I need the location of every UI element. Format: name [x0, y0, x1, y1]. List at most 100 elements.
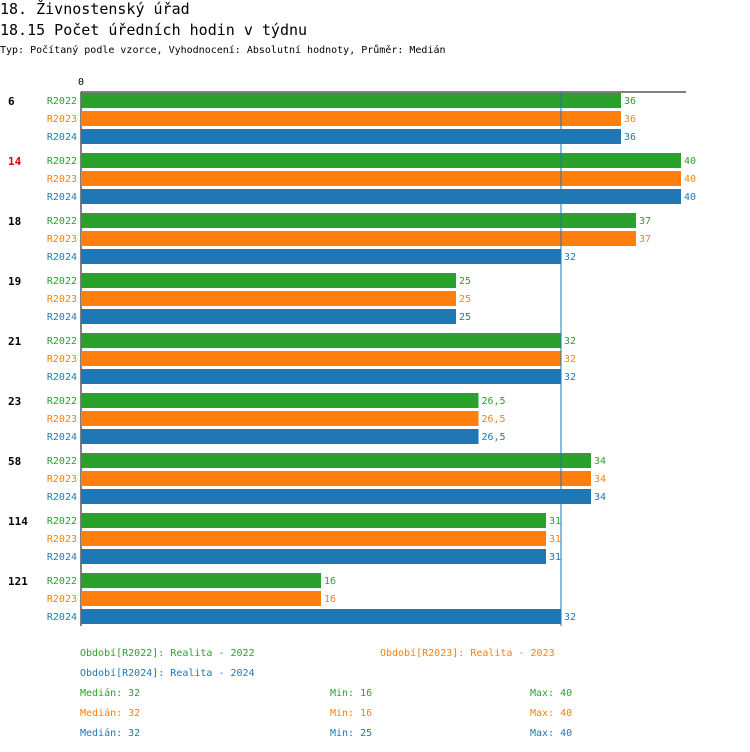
- group-label: 18: [8, 215, 21, 228]
- stat-min-r2023: Min: 16: [330, 708, 373, 719]
- group-label: 21: [8, 335, 22, 348]
- series-label: R2024: [47, 372, 77, 383]
- series-label: R2024: [47, 192, 77, 203]
- stat-max-r2024: Max: 40: [530, 728, 573, 739]
- data-label: 40: [684, 192, 696, 203]
- stat-median-r2022: Medián: 32: [80, 688, 141, 699]
- data-label: 26,5: [482, 414, 506, 425]
- bar: [81, 393, 479, 408]
- bar: [81, 171, 681, 186]
- series-label: R2022: [47, 516, 77, 527]
- series-label: R2023: [47, 474, 77, 485]
- data-label: 34: [594, 456, 606, 467]
- stat-max-r2023: Max: 40: [530, 708, 573, 719]
- chart-subtitle: 18.15 Počet úředních hodin v týdnu: [0, 21, 308, 39]
- data-label: 36: [624, 96, 636, 107]
- data-label: 34: [594, 492, 606, 503]
- bar: [81, 453, 591, 468]
- bar: [81, 609, 561, 624]
- series-label: R2024: [47, 312, 77, 323]
- bar-chart: 0 6 R2022 36 R2023 36 R2024 36 14 R2022 40 R2023 40 R…: [8, 77, 696, 626]
- bar: [81, 273, 456, 288]
- data-label: 36: [624, 132, 636, 143]
- data-label: 32: [564, 336, 576, 347]
- data-label: 16: [324, 594, 336, 605]
- series-label: R2024: [47, 252, 77, 263]
- data-label: 32: [564, 372, 576, 383]
- bar: [81, 129, 621, 144]
- data-label: 40: [684, 174, 696, 185]
- data-label: 40: [684, 156, 696, 167]
- data-label: 32: [564, 612, 576, 623]
- series-label: R2024: [47, 612, 77, 623]
- bar: [81, 153, 681, 168]
- bar: [81, 549, 546, 564]
- data-label: 26,5: [482, 432, 506, 443]
- series-label: R2022: [47, 96, 77, 107]
- stat-max-r2022: Max: 40: [530, 688, 573, 699]
- data-label: 37: [639, 216, 651, 227]
- bar: [81, 213, 636, 228]
- stat-median-r2024: Medián: 32: [80, 728, 141, 739]
- bar: [81, 333, 561, 348]
- series-label: R2022: [47, 576, 77, 587]
- bar: [81, 411, 479, 426]
- bar: [81, 231, 636, 246]
- bar: [81, 369, 561, 384]
- series-label: R2022: [47, 156, 77, 167]
- group-label: 114: [8, 515, 28, 528]
- axis-zero-label: 0: [78, 77, 84, 88]
- series-label: R2024: [47, 432, 77, 443]
- bar: [81, 291, 456, 306]
- series-label: R2023: [47, 414, 77, 425]
- series-label: R2022: [47, 456, 77, 467]
- bar: [81, 111, 621, 126]
- bar: [81, 93, 621, 108]
- legend-period-r2024: Období[R2024]: Realita - 2024: [80, 668, 255, 679]
- data-label: 25: [459, 276, 471, 287]
- stat-median-r2023: Medián: 32: [80, 708, 141, 719]
- legend-period-r2022: Období[R2022]: Realita - 2022: [80, 648, 255, 659]
- bar: [81, 471, 591, 486]
- group-label: 23: [8, 395, 21, 408]
- group-label: 14: [8, 155, 22, 168]
- series-label: R2024: [47, 132, 77, 143]
- series-label: R2024: [47, 492, 77, 503]
- bar: [81, 351, 561, 366]
- series-label: R2023: [47, 594, 77, 605]
- series-label: R2024: [47, 552, 77, 563]
- stat-min-r2024: Min: 25: [330, 728, 373, 739]
- data-label: 36: [624, 114, 636, 125]
- data-label: 32: [564, 252, 576, 263]
- data-label: 25: [459, 312, 471, 323]
- bar: [81, 429, 479, 444]
- series-label: R2022: [47, 396, 77, 407]
- stat-min-r2022: Min: 16: [330, 688, 373, 699]
- series-label: R2022: [47, 336, 77, 347]
- bar: [81, 189, 681, 204]
- series-label: R2022: [47, 216, 77, 227]
- series-label: R2023: [47, 534, 77, 545]
- data-label: 34: [594, 474, 606, 485]
- data-label: 31: [549, 534, 561, 545]
- bar: [81, 513, 546, 528]
- data-label: 16: [324, 576, 336, 587]
- chart-description: Typ: Počítaný podle vzorce, Vyhodnocení:…: [0, 45, 446, 56]
- data-label: 25: [459, 294, 471, 305]
- bar: [81, 249, 561, 264]
- data-label: 26,5: [482, 396, 506, 407]
- group-label: 6: [8, 95, 15, 108]
- series-label: R2023: [47, 294, 77, 305]
- legend-period-r2023: Období[R2023]: Realita - 2023: [380, 648, 555, 659]
- data-label: 37: [639, 234, 651, 245]
- series-label: R2023: [47, 114, 77, 125]
- data-label: 32: [564, 354, 576, 365]
- chart-title: 18. Živnostenský úřad: [0, 0, 190, 18]
- data-label: 31: [549, 552, 561, 563]
- series-label: R2022: [47, 276, 77, 287]
- data-label: 31: [549, 516, 561, 527]
- group-label: 121: [8, 575, 28, 588]
- series-label: R2023: [47, 234, 77, 245]
- bar: [81, 573, 321, 588]
- series-label: R2023: [47, 174, 77, 185]
